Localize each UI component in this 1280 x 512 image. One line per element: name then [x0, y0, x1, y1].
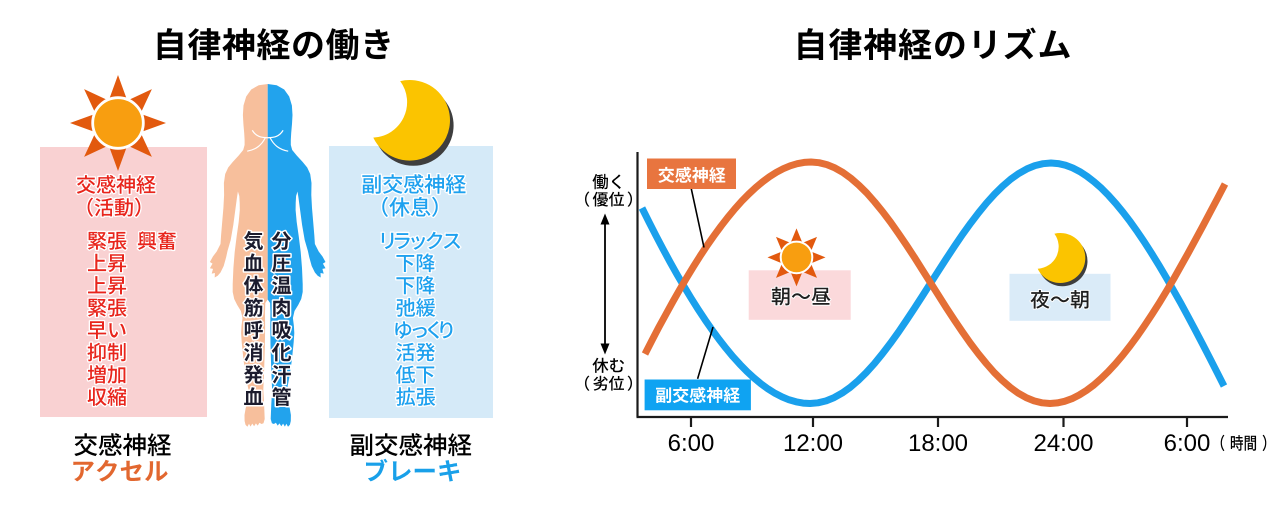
svg-text:6:00: 6:00 — [668, 430, 715, 457]
svg-text:24:00: 24:00 — [1033, 430, 1093, 457]
svg-text:6:00: 6:00 — [1164, 430, 1211, 457]
svg-text:12:00: 12:00 — [783, 430, 843, 457]
svg-text:18:00: 18:00 — [908, 430, 968, 457]
